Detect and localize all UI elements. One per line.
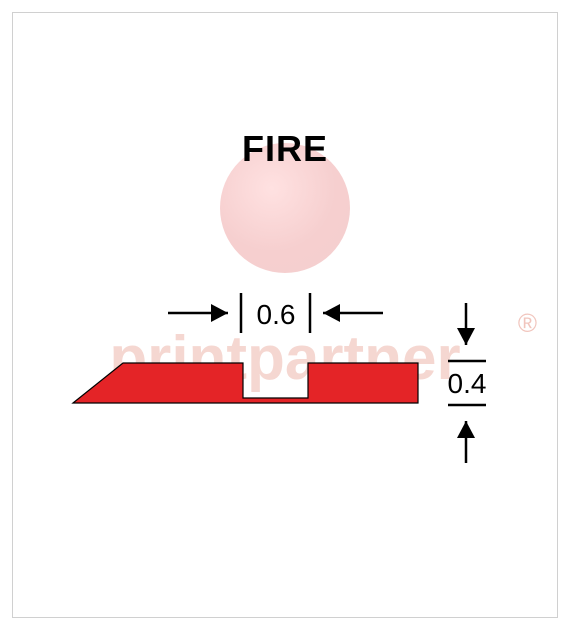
height-dim-bottom-arrow (457, 421, 475, 463)
width-dim-label: 0.6 (257, 299, 296, 330)
height-dim-label: 0.4 (448, 368, 487, 399)
width-dim-left-arrow (168, 304, 228, 322)
profile-shape (73, 363, 418, 403)
height-dim-top-arrow (457, 303, 475, 345)
cross-section-diagram: 0.6 0.4 (63, 273, 523, 473)
diagram-frame: FIRE printpartner ® 0.6 (12, 12, 558, 618)
product-title: FIRE (242, 128, 328, 170)
width-dim-right-arrow (323, 304, 383, 322)
